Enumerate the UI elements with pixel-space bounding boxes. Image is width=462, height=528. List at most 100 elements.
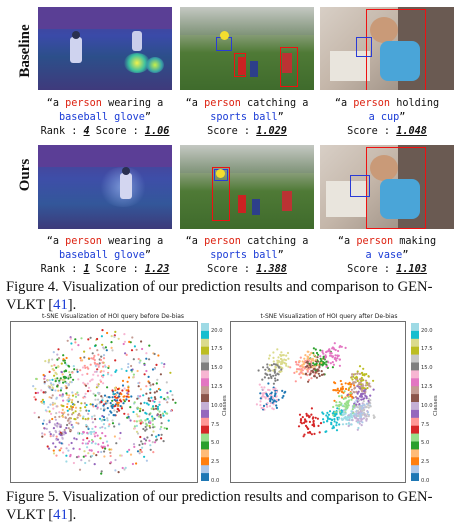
- scatter-point: [55, 405, 58, 408]
- scatter-point: [55, 366, 58, 369]
- scatter-point: [60, 362, 63, 365]
- scatter-point: [301, 365, 304, 369]
- scatter-point: [332, 389, 335, 392]
- scatter-point: [84, 392, 87, 395]
- scatter-point: [67, 443, 71, 446]
- scatter-point: [310, 377, 313, 380]
- colorbar-tick-label: 7.5: [421, 421, 430, 428]
- scatter-point: [109, 410, 112, 413]
- scatter-point: [122, 402, 125, 405]
- scatter-point: [335, 429, 339, 432]
- scatter-point: [352, 390, 355, 393]
- colorbar-segment: [411, 417, 419, 426]
- scatter-point: [67, 427, 70, 430]
- scatter-point: [326, 419, 329, 423]
- scatter-point: [343, 413, 346, 416]
- scatter-point: [147, 397, 150, 400]
- scatter-point: [54, 389, 57, 392]
- scatter-point: [114, 389, 117, 392]
- scatter-point: [89, 389, 92, 392]
- scatter-point: [106, 419, 109, 422]
- scatter-point: [102, 347, 106, 350]
- scatter-point: [113, 395, 116, 398]
- scatter-point: [144, 411, 147, 414]
- scatter-point: [141, 442, 144, 445]
- plot-title-before: t-SNE Visualization of HOI query before …: [41, 313, 185, 320]
- scatter-point: [80, 402, 83, 405]
- scatter-point: [328, 348, 331, 351]
- scatter-point: [73, 403, 76, 406]
- scatter-point: [301, 416, 304, 419]
- scatter-point: [148, 381, 151, 384]
- scatter-point: [338, 395, 341, 398]
- scatter-point: [372, 414, 375, 417]
- scatter-point: [104, 402, 107, 405]
- scatter-point: [56, 425, 59, 428]
- scatter-point: [136, 406, 140, 409]
- scatter-point: [355, 378, 358, 381]
- scatter-point: [273, 399, 276, 402]
- scatter-point: [155, 363, 158, 366]
- scatter-point: [49, 435, 52, 438]
- scatter-point: [95, 454, 98, 457]
- scatter-point: [68, 422, 71, 425]
- scatter-point: [367, 399, 370, 403]
- scatter-point: [64, 385, 67, 388]
- scatter-point: [262, 388, 265, 391]
- scatter-point: [166, 396, 169, 399]
- colorbar-segment: [201, 338, 209, 347]
- scatter-point: [127, 390, 130, 393]
- scatter-point: [42, 419, 46, 422]
- scatter-point: [335, 389, 338, 392]
- caption-baseline-3: “a person holding a cup” Score : 1.048: [334, 98, 440, 137]
- scatter-point: [349, 395, 352, 398]
- scatter-point: [61, 378, 64, 381]
- scatter-point: [295, 370, 298, 373]
- scatter-point: [347, 382, 350, 385]
- scatter-point: [336, 354, 339, 357]
- scatter-point: [73, 437, 76, 440]
- scatter-point: [315, 351, 319, 355]
- scatter-point: [317, 364, 320, 367]
- scatter-point: [346, 393, 349, 396]
- scatter-point: [281, 389, 284, 392]
- scatter-point: [156, 414, 159, 417]
- scatter-point: [299, 365, 302, 368]
- scatter-point: [100, 470, 103, 473]
- scatter-point: [47, 406, 50, 409]
- scatter-point: [320, 370, 323, 373]
- scatter-point: [35, 377, 38, 380]
- scatter-point: [44, 391, 47, 394]
- citation-link[interactable]: 41: [53, 297, 68, 313]
- scatter-point: [67, 417, 70, 420]
- scatter-point: [273, 368, 276, 371]
- scatter-point: [62, 381, 65, 384]
- scatter-point: [136, 369, 139, 373]
- scatter-point: [165, 427, 168, 430]
- scatter-point: [121, 379, 125, 382]
- scatter-point: [56, 377, 59, 380]
- figure-5-caption: Figure 5. Visualization of our predictio…: [6, 489, 433, 523]
- scatter-point: [342, 411, 345, 414]
- scatter-point: [310, 407, 313, 410]
- scatter-point: [351, 419, 354, 422]
- scatter-point: [342, 418, 345, 421]
- scatter-point: [54, 445, 57, 448]
- scatter-point: [115, 442, 118, 445]
- scatter-point: [97, 398, 100, 401]
- scatter-point: [149, 421, 152, 425]
- scatter-point: [294, 380, 297, 383]
- scatter-point: [306, 370, 309, 373]
- scatter-point: [282, 394, 285, 398]
- citation-link[interactable]: 41: [53, 507, 68, 523]
- scatter-point: [328, 410, 332, 413]
- scatter-point: [162, 414, 165, 417]
- scatter-point: [61, 415, 65, 418]
- scatter-point: [132, 443, 136, 446]
- scatter-point: [67, 377, 70, 380]
- scatter-point: [136, 397, 139, 400]
- scatter-point: [152, 405, 155, 408]
- scatter-point: [63, 411, 66, 414]
- scatter-point: [87, 338, 90, 341]
- scatter-point: [298, 360, 301, 363]
